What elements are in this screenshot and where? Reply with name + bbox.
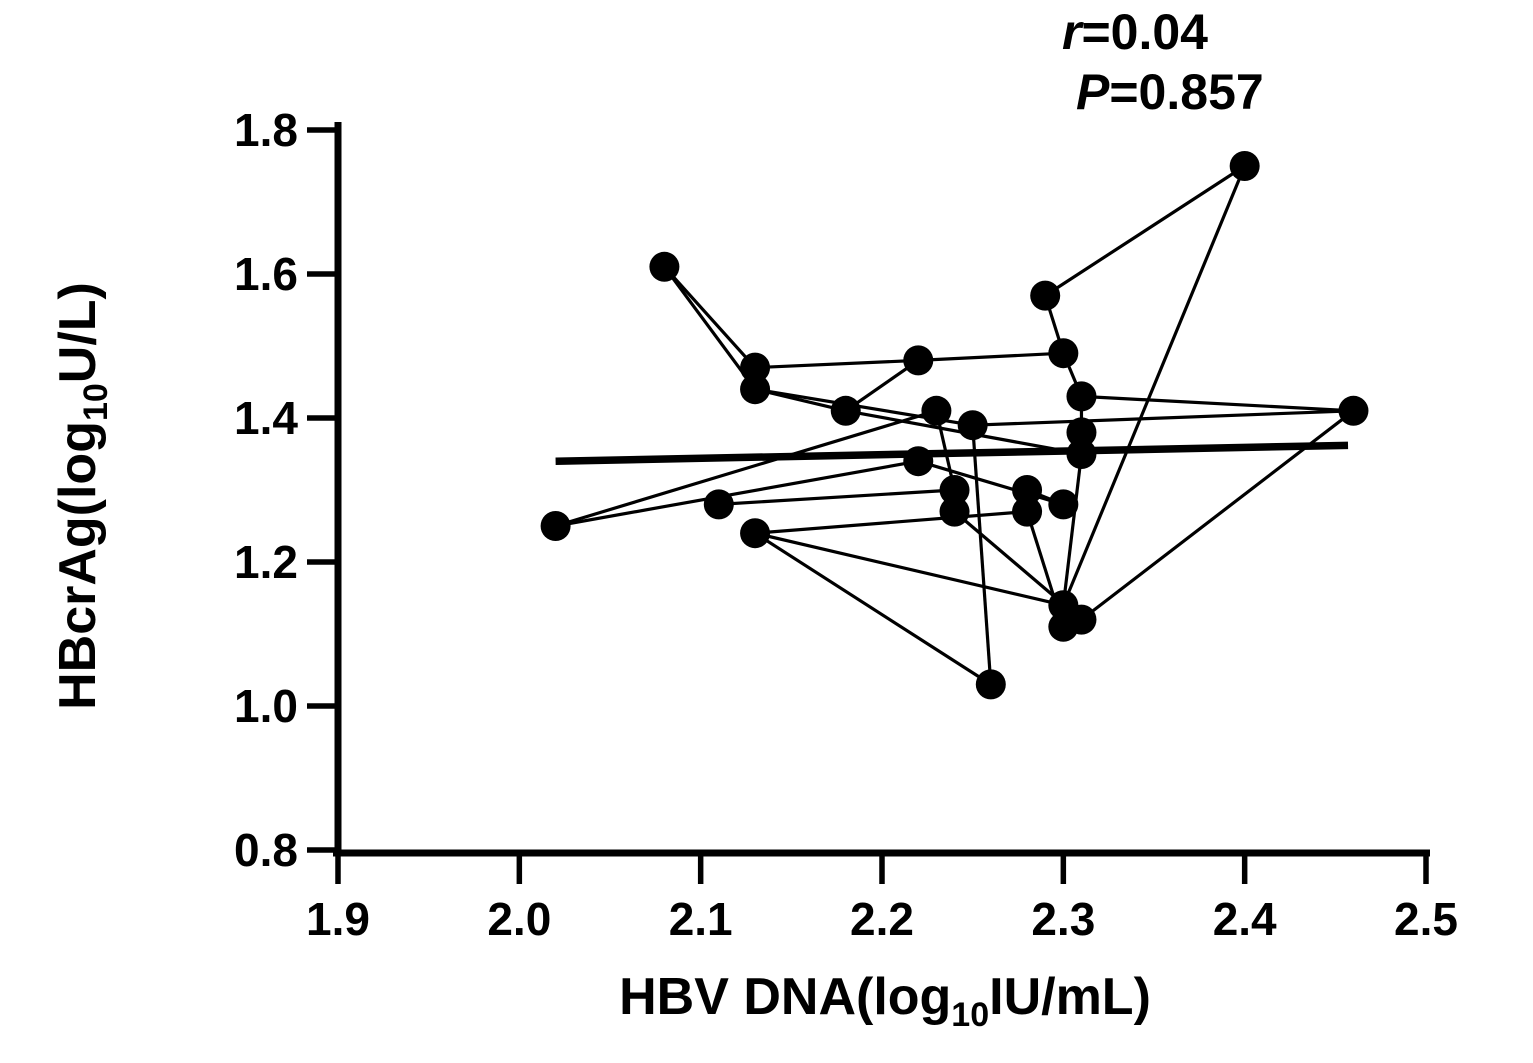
data-point: [1048, 611, 1079, 642]
connector-line: [555, 409, 937, 528]
data-point: [1012, 496, 1043, 527]
connector-line: [972, 409, 1354, 427]
stats-annotation: r=0.04 P=0.857: [1062, 2, 1264, 122]
trend-line: [555, 441, 1349, 465]
data-point: [903, 446, 934, 477]
x-tick-label: 1.9: [306, 893, 370, 945]
y-tick-label: 1.0: [234, 680, 298, 732]
x-axis-title: HBV DNA(log10IU/mL): [340, 962, 1430, 1034]
p-symbol: P: [1076, 64, 1110, 120]
data-point: [649, 251, 680, 282]
x-tick-label: 2.1: [669, 893, 733, 945]
connector-line: [918, 351, 1064, 362]
data-point: [975, 669, 1006, 700]
connector-line: [754, 531, 992, 686]
data-point: [1066, 439, 1097, 469]
data-point: [1048, 489, 1079, 520]
connector-line: [754, 358, 919, 370]
x-tick-label: 2.2: [850, 893, 914, 945]
y-tick-label: 1.2: [234, 536, 298, 588]
p-value: P=0.857: [1062, 62, 1264, 122]
connector-line: [1061, 165, 1247, 606]
connector-line: [555, 459, 919, 528]
data-point: [740, 374, 771, 405]
x-axis-title-subscript: 10: [951, 996, 990, 1034]
correlation-coefficient: r=0.04: [1062, 2, 1264, 62]
connector-line: [663, 265, 757, 391]
connector-line: [1061, 453, 1084, 606]
x-tick-label: 2.3: [1031, 893, 1095, 945]
data-point: [703, 489, 734, 520]
data-point: [921, 395, 952, 426]
data-point: [1030, 280, 1061, 311]
data-point: [740, 518, 771, 549]
r-symbol: r: [1062, 4, 1082, 60]
x-tick-label: 2.4: [1213, 893, 1277, 945]
r-value: =0.04: [1081, 4, 1208, 60]
y-tick-label: 1.6: [234, 248, 298, 300]
y-axis-title-subscript: 10: [77, 383, 115, 422]
y-axis-title-prefix: HBcrAg(log: [49, 421, 107, 710]
data-point: [1012, 475, 1043, 505]
data-point: [939, 496, 970, 527]
connector-line: [1081, 394, 1354, 413]
y-axis-title: HBcrAg(log10U/L): [45, 106, 115, 886]
y-tick-label: 1.4: [234, 392, 298, 444]
x-tick-label: 2.0: [487, 893, 551, 945]
data-point: [1066, 417, 1097, 448]
p-value-text: =0.857: [1109, 64, 1264, 120]
y-tick-label: 0.8: [234, 824, 298, 876]
x-axis-title-prefix: HBV DNA(log: [619, 968, 952, 1026]
connector-line: [1044, 164, 1246, 297]
data-point: [540, 511, 571, 541]
y-axis-title-suffix: U/L): [49, 282, 107, 384]
connector-line: [971, 425, 993, 685]
data-point: [1338, 395, 1369, 426]
connector-line: [754, 531, 1064, 607]
data-point: [1066, 381, 1097, 412]
data-point: [1048, 338, 1079, 369]
x-tick-label: 2.5: [1394, 893, 1458, 945]
x-axis-title-suffix: IU/mL): [989, 968, 1151, 1026]
connector-line: [917, 459, 1064, 506]
connector-line: [1080, 409, 1355, 621]
y-tick-label: 1.8: [234, 104, 298, 156]
connector-line: [718, 488, 955, 506]
data-point: [957, 410, 988, 441]
connector-line: [663, 265, 757, 369]
connector-line: [754, 510, 1028, 535]
data-point: [740, 352, 771, 383]
data-point: [830, 395, 861, 426]
data-point: [939, 475, 970, 505]
data-point: [1229, 151, 1260, 181]
data-point: [903, 345, 934, 376]
